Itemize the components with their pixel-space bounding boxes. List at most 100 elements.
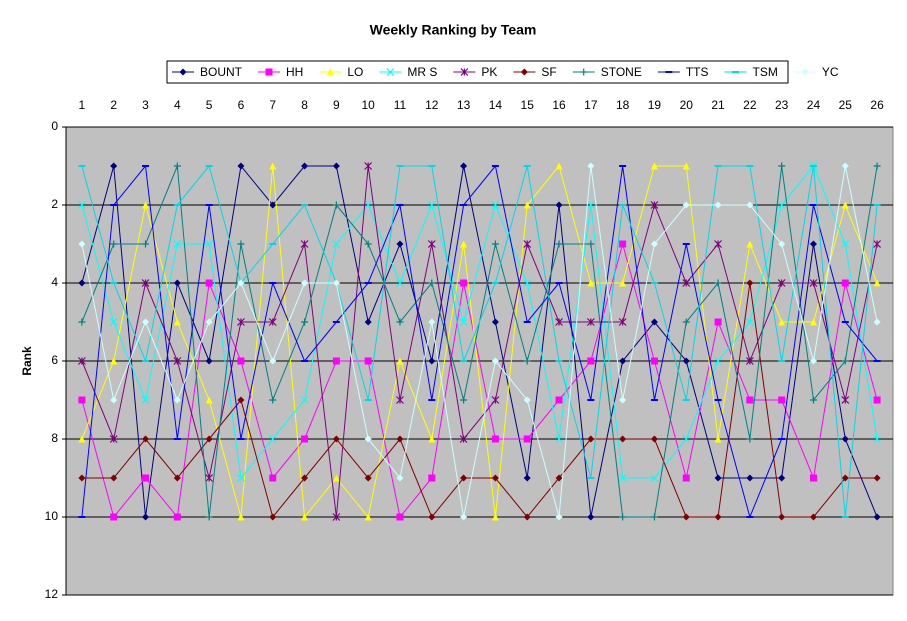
marker xyxy=(587,240,595,248)
legend-label: TTS xyxy=(686,65,709,79)
marker xyxy=(650,240,658,248)
marker xyxy=(841,396,850,404)
marker xyxy=(301,318,309,326)
series-line xyxy=(81,165,878,518)
marker xyxy=(396,513,404,521)
y-tick-label: 6 xyxy=(51,353,58,367)
marker xyxy=(873,162,881,170)
marker xyxy=(491,513,499,521)
marker xyxy=(173,162,181,170)
marker xyxy=(555,396,563,404)
legend-label: PK xyxy=(481,65,497,79)
marker xyxy=(332,201,340,209)
x-tick-label: 22 xyxy=(743,98,757,112)
marker xyxy=(841,279,849,287)
marker xyxy=(587,513,595,521)
marker xyxy=(173,513,181,521)
marker xyxy=(205,240,214,248)
marker xyxy=(619,279,627,287)
x-tick-label: 12 xyxy=(425,98,439,112)
series-line xyxy=(81,165,878,518)
marker xyxy=(205,474,214,482)
marker xyxy=(301,162,309,170)
marker xyxy=(841,474,849,482)
marker xyxy=(809,357,817,365)
chart-title: Weekly Ranking by Team xyxy=(370,22,537,38)
marker xyxy=(714,318,722,326)
marker xyxy=(841,357,849,365)
marker xyxy=(809,318,817,326)
marker xyxy=(237,162,245,170)
legend-label: LO xyxy=(347,65,363,79)
marker xyxy=(778,318,786,326)
series xyxy=(78,279,881,521)
marker xyxy=(650,318,658,326)
marker xyxy=(586,201,595,209)
marker xyxy=(364,162,373,170)
marker xyxy=(428,513,436,521)
marker xyxy=(714,240,722,248)
marker xyxy=(873,240,882,248)
marker xyxy=(650,162,658,170)
marker xyxy=(173,357,182,365)
series xyxy=(78,162,881,521)
marker xyxy=(237,396,245,404)
marker xyxy=(173,318,181,326)
series-line xyxy=(81,164,878,519)
y-tick-label: 2 xyxy=(51,197,58,211)
series xyxy=(78,240,881,521)
marker xyxy=(460,279,468,287)
legend-label: SF xyxy=(541,65,556,79)
series-line xyxy=(81,164,878,518)
marker xyxy=(110,240,118,248)
marker xyxy=(396,240,404,248)
marker xyxy=(619,435,627,443)
marker xyxy=(237,318,245,326)
marker xyxy=(745,318,754,326)
marker xyxy=(873,318,881,326)
marker xyxy=(173,474,181,482)
marker xyxy=(300,240,309,248)
marker xyxy=(523,201,531,209)
marker xyxy=(364,513,372,521)
marker xyxy=(269,513,277,521)
x-tick-label: 1 xyxy=(79,98,86,112)
marker xyxy=(301,279,309,287)
marker xyxy=(364,474,372,482)
x-tick-label: 6 xyxy=(238,98,245,112)
marker xyxy=(650,357,658,365)
marker xyxy=(142,435,150,443)
marker xyxy=(491,396,500,404)
marker xyxy=(460,240,468,248)
marker xyxy=(491,357,499,365)
marker xyxy=(428,279,436,287)
marker xyxy=(682,357,690,365)
marker xyxy=(555,318,563,326)
marker xyxy=(237,357,245,365)
y-tick-label: 8 xyxy=(51,431,58,445)
marker xyxy=(777,201,786,209)
marker xyxy=(268,435,277,443)
marker xyxy=(491,435,499,443)
marker xyxy=(77,201,86,209)
marker xyxy=(587,435,595,443)
x-tick-label: 20 xyxy=(680,98,694,112)
marker xyxy=(269,201,277,209)
marker xyxy=(332,240,341,248)
marker xyxy=(459,435,468,443)
legend-label: HH xyxy=(286,65,303,79)
marker xyxy=(650,474,659,482)
marker xyxy=(523,396,531,404)
marker xyxy=(778,240,786,248)
marker xyxy=(523,240,532,248)
marker xyxy=(491,201,500,209)
series xyxy=(77,162,882,521)
series-line xyxy=(81,164,878,519)
marker xyxy=(268,318,277,326)
marker xyxy=(619,396,627,404)
marker xyxy=(110,357,118,365)
series xyxy=(77,162,882,482)
marker xyxy=(745,357,754,365)
marker xyxy=(332,279,340,287)
